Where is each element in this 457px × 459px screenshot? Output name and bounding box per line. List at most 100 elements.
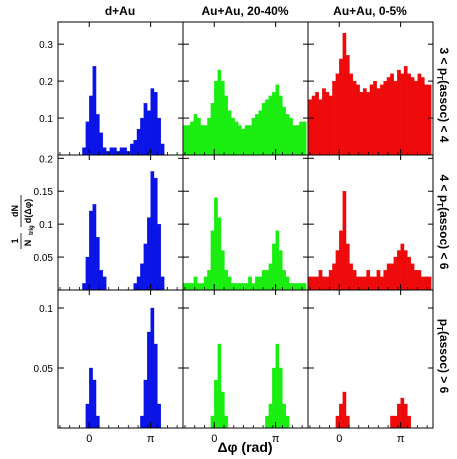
bar	[130, 143, 134, 156]
bar	[200, 125, 205, 156]
bar	[210, 103, 215, 156]
bar	[143, 379, 148, 429]
bar	[285, 114, 290, 156]
bar	[373, 80, 377, 156]
bar	[342, 32, 347, 156]
bar	[282, 106, 286, 156]
bar	[186, 125, 191, 156]
bar	[285, 276, 290, 291]
bar	[265, 270, 269, 291]
bar	[302, 121, 307, 156]
bar	[342, 191, 347, 291]
bar	[244, 125, 249, 156]
bar	[275, 343, 280, 429]
bar	[315, 276, 319, 291]
bar	[102, 147, 107, 156]
bar	[200, 283, 205, 291]
bar	[410, 77, 415, 156]
bar	[258, 110, 263, 156]
panel-frame	[182, 289, 309, 429]
bar	[261, 270, 266, 291]
bar	[227, 276, 232, 291]
bar	[393, 80, 398, 156]
bar	[147, 110, 151, 156]
bar	[373, 276, 377, 291]
bar	[400, 397, 405, 429]
bar	[231, 117, 235, 156]
bar	[325, 92, 330, 156]
bar	[295, 283, 300, 291]
bar	[311, 95, 316, 156]
bar	[133, 140, 138, 156]
bar	[217, 343, 222, 429]
panel-r0-c2	[307, 21, 434, 156]
bar	[99, 132, 104, 156]
bar	[302, 283, 307, 291]
panel-r2-c1	[182, 289, 309, 429]
panel-r1-c0	[57, 154, 184, 291]
bar	[143, 103, 148, 156]
bar	[282, 403, 286, 429]
y-label-n: N	[23, 240, 33, 247]
y-tick-label: 0.2	[39, 154, 53, 165]
row-label-1-b: (assoc) < 6	[437, 207, 451, 270]
y-tick-label: 0.1	[39, 304, 53, 315]
bar	[89, 95, 93, 156]
x-tick-label: π	[397, 433, 405, 445]
bar	[268, 403, 273, 429]
bar	[190, 121, 194, 156]
bar	[183, 125, 188, 156]
bar	[322, 88, 326, 156]
bar	[160, 143, 165, 156]
bar	[227, 110, 232, 156]
bar	[268, 95, 273, 156]
bar	[109, 147, 114, 156]
bar	[224, 95, 229, 156]
bar	[400, 243, 405, 291]
bar	[332, 80, 336, 156]
bar	[299, 121, 304, 156]
x-axis-label: Δφ (rad)	[217, 439, 272, 455]
bar	[89, 367, 93, 429]
bar	[390, 415, 394, 429]
bar	[339, 58, 343, 156]
bar	[272, 92, 276, 156]
panel-frame	[57, 154, 184, 291]
bar	[278, 250, 283, 291]
bar	[349, 263, 354, 291]
bar	[210, 415, 215, 429]
bar	[278, 367, 283, 429]
bar	[356, 276, 360, 291]
bar	[403, 66, 408, 156]
bar	[214, 197, 218, 291]
row-label-0: 3 < pT(assoc) < 4	[435, 48, 451, 143]
bar	[295, 125, 300, 156]
bar	[359, 276, 364, 291]
row-label-0-sub: T	[435, 75, 444, 80]
bar	[332, 263, 336, 291]
y-tick-label: 0.2	[39, 77, 53, 88]
bar	[106, 151, 110, 156]
bar	[147, 331, 151, 429]
bar	[220, 391, 225, 429]
bar	[193, 114, 198, 156]
bar	[214, 80, 218, 156]
bar	[335, 415, 340, 429]
bar	[160, 276, 165, 291]
y-tick-label: 0.15	[34, 187, 54, 198]
y-label-ddphi: d(Δφ)	[23, 199, 33, 223]
bar	[157, 403, 161, 429]
y-tick-label: 0.1	[39, 114, 53, 125]
bar	[278, 95, 283, 156]
bar	[234, 283, 239, 291]
bar	[318, 99, 323, 156]
column-title-auau-0-5: Au+Au, 0-5%	[333, 4, 407, 18]
bar	[383, 270, 388, 291]
y-tick-label: 0.1	[39, 220, 53, 231]
bar	[95, 114, 100, 156]
panel-r1-c1	[182, 154, 309, 291]
bar	[292, 125, 297, 156]
bar	[190, 283, 194, 291]
panel-frame	[57, 289, 184, 429]
